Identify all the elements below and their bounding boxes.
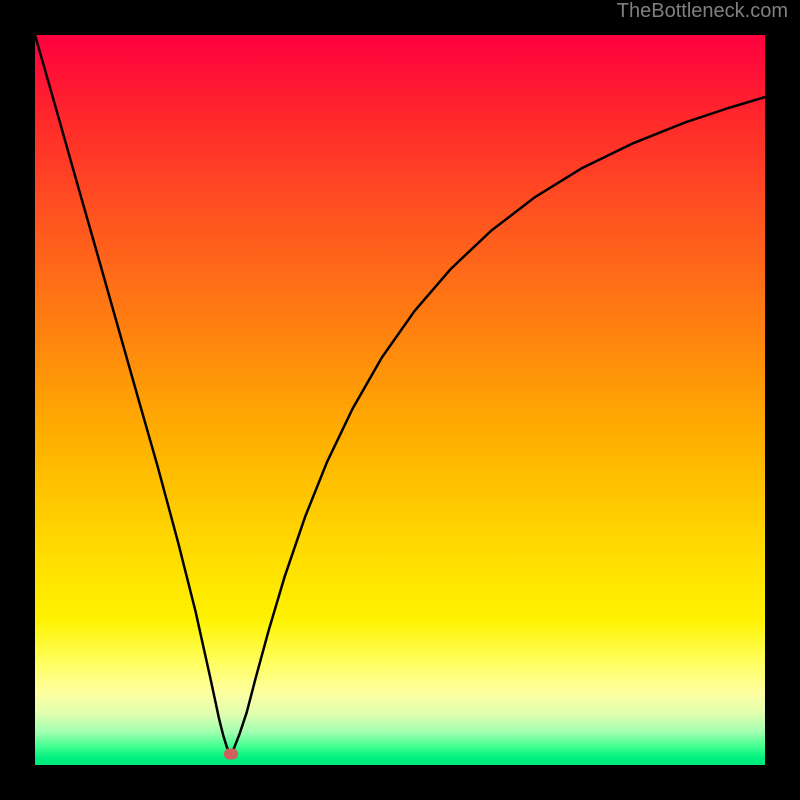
optimal-point-marker xyxy=(224,749,238,760)
credit-label: TheBottleneck.com xyxy=(617,0,788,23)
plot-area xyxy=(35,35,765,765)
bottleneck-chart: TheBottleneck.com xyxy=(0,0,800,800)
curve-svg xyxy=(35,35,765,765)
bottleneck-curve xyxy=(35,35,765,754)
